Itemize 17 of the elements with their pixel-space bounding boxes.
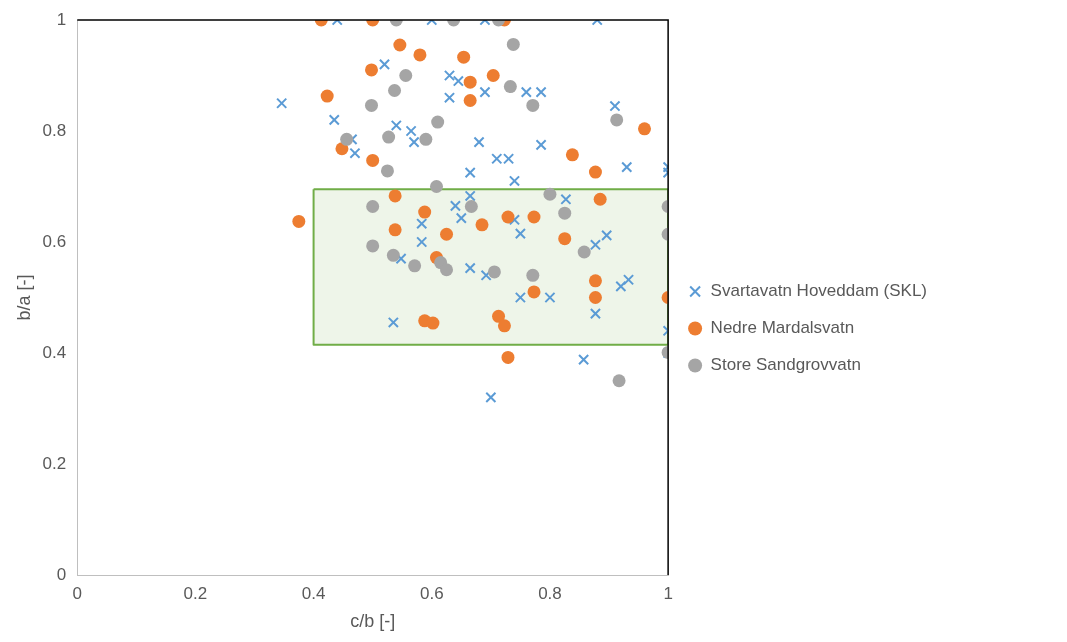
y-tick-label: 0.2 (42, 453, 67, 473)
y-tick-label: 0.4 (42, 342, 67, 362)
y-axis-title: b/a [-] (13, 274, 34, 321)
x-tick-label: 0.6 (419, 583, 444, 603)
legend-label: Svartavatn Hoveddam (SKL) (710, 281, 928, 301)
y-tick-label: 0.6 (42, 231, 67, 251)
legend-label: Nedre Mardalsvatn (710, 318, 855, 338)
y-tick-label: 0.8 (42, 120, 67, 140)
x-tick-label: 0.4 (301, 583, 326, 603)
x-tick-label: 0.8 (538, 583, 562, 603)
x-tick-label: 0 (72, 583, 82, 603)
x-tick-label: 0.2 (183, 583, 208, 603)
y-tick-label: 0 (56, 564, 67, 584)
y-tick-label: 1 (56, 9, 67, 29)
x-tick-label: 1 (663, 583, 673, 603)
x-axis-title: c/b [-] (350, 611, 396, 632)
legend-label: Store Sandgrovvatn (710, 355, 861, 375)
